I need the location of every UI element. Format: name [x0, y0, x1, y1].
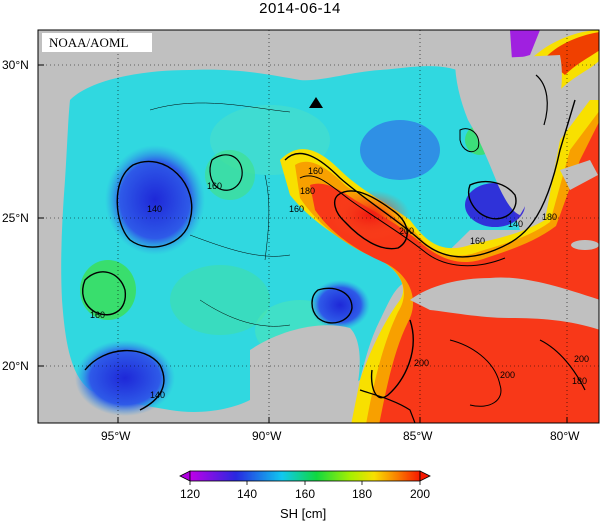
map-frame [37, 29, 600, 424]
lat-label: 20°N [2, 359, 29, 373]
contour-label: 160 [90, 310, 105, 320]
map-title: 2014-06-14 [259, 0, 341, 17]
lon-label: 95°W [101, 429, 131, 443]
credit-box [42, 33, 152, 52]
contour-label: 180 [542, 212, 557, 222]
contour-label: 200 [414, 358, 429, 368]
lon-label: 85°W [403, 429, 433, 443]
graticule [38, 30, 599, 423]
lon-label: 80°W [550, 429, 580, 443]
eddy-central [310, 280, 370, 330]
contour-label: 160 [308, 166, 323, 176]
tick-marks [38, 64, 568, 423]
contour-label: 160 [289, 204, 304, 214]
colorbar-tick-label: 200 [410, 487, 430, 501]
contour-label: 160 [207, 181, 222, 191]
contour-label: 140 [150, 390, 165, 400]
colorbar-tick-label: 160 [295, 487, 315, 501]
contour-label: 140 [508, 219, 523, 229]
contour-label: 200 [500, 370, 515, 380]
colorbar: 120 140 160 180 200 SH [cm] [179, 470, 431, 521]
colorbar-right-arrow-icon [419, 470, 431, 482]
colorbar-tick-label: 140 [237, 487, 257, 501]
triangle-marker-icon [309, 97, 323, 108]
contour-label: 180 [300, 186, 315, 196]
lat-label: 30°N [2, 58, 29, 72]
colorbar-tick-label: 180 [352, 487, 372, 501]
contour-lines [82, 74, 586, 423]
colorbar-gradient [189, 470, 421, 482]
cuba [410, 277, 599, 330]
contour-label: 180 [572, 376, 587, 386]
lon-label: 90°W [252, 429, 282, 443]
contour-label: 140 [147, 204, 162, 214]
credit-text: NOAA/AOML [49, 35, 129, 50]
eddy-west [105, 145, 205, 255]
yucatan [250, 325, 360, 423]
florida [455, 55, 562, 215]
contour-label: 160 [470, 236, 485, 246]
colorbar-left-arrow-icon [179, 470, 191, 482]
contour-label: 200 [399, 226, 414, 236]
colorbar-tick-label: 120 [180, 487, 200, 501]
colorbar-unit-label: SH [cm] [280, 506, 326, 521]
lat-label: 25°N [2, 211, 29, 225]
contour-label-group: 160 180 160 140 160 200 160 180 140 160 … [90, 166, 589, 400]
contour-label: 200 [574, 354, 589, 364]
eddy-southwest [75, 340, 175, 416]
